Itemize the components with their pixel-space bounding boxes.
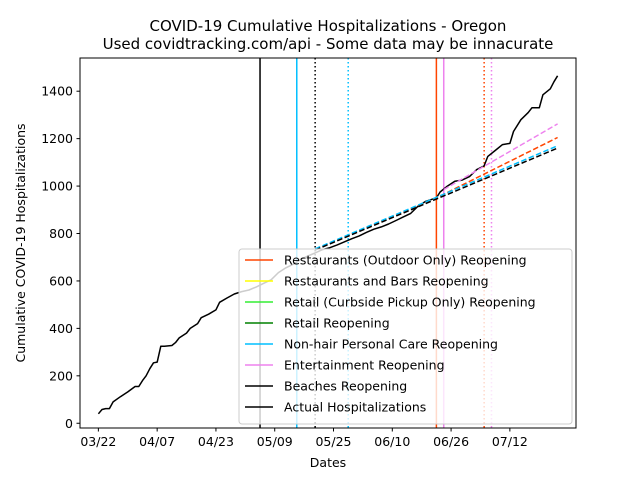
- x-tick-label-7: 07/12: [492, 434, 528, 449]
- chart-subtitle: Used covidtracking.com/api - Some data m…: [103, 35, 554, 53]
- y-tick-label-7: 1400: [41, 84, 73, 99]
- x-tick-label-2: 04/23: [198, 434, 234, 449]
- legend-label-7: Actual Hospitalizations: [284, 400, 426, 415]
- series-line-3: [314, 145, 558, 250]
- y-tick-label-4: 800: [49, 226, 73, 241]
- chart-title: COVID-19 Cumulative Hospitalizations - O…: [150, 17, 507, 35]
- plot-area: 0 200 400 600 800 1000 1200 1400 03/22 04/07 04/23…: [41, 57, 577, 449]
- x-tick-label-1: 04/07: [139, 434, 175, 449]
- x-axis-label: Dates: [310, 455, 346, 470]
- y-tick-label-5: 1000: [41, 179, 73, 194]
- y-tick-label-1: 200: [49, 368, 73, 383]
- y-tick-label-0: 0: [65, 416, 73, 431]
- legend-label-2: Retail (Curbside Pickup Only) Reopening: [284, 295, 536, 310]
- x-tick-label-4: 05/25: [315, 434, 351, 449]
- x-tick-label-5: 06/10: [374, 434, 410, 449]
- legend-label-4: Non-hair Personal Care Reopening: [284, 337, 498, 352]
- y-tick-label-6: 1200: [41, 131, 73, 146]
- series-line-2: [443, 123, 558, 191]
- y-axis-label: Cumulative COVID-19 Hospitalizations: [13, 123, 28, 362]
- x-tick-label-3: 05/09: [257, 434, 293, 449]
- x-tick-label-0: 03/22: [80, 434, 116, 449]
- legend-label-0: Restaurants (Outdoor Only) Reopening: [284, 253, 527, 268]
- legend-label-1: Restaurants and Bars Reopening: [284, 274, 489, 289]
- legend-box: [238, 248, 573, 425]
- legend-label-6: Beaches Reopening: [284, 379, 407, 394]
- legend-label-3: Retail Reopening: [284, 316, 390, 331]
- y-tick-label-2: 400: [49, 321, 73, 336]
- axes-frame: [79, 57, 577, 429]
- y-tick-label-3: 600: [49, 273, 73, 288]
- series-line-4: [314, 147, 558, 251]
- x-tick-label-6: 06/26: [433, 434, 469, 449]
- legend-label-5: Entertainment Reopening: [284, 358, 445, 373]
